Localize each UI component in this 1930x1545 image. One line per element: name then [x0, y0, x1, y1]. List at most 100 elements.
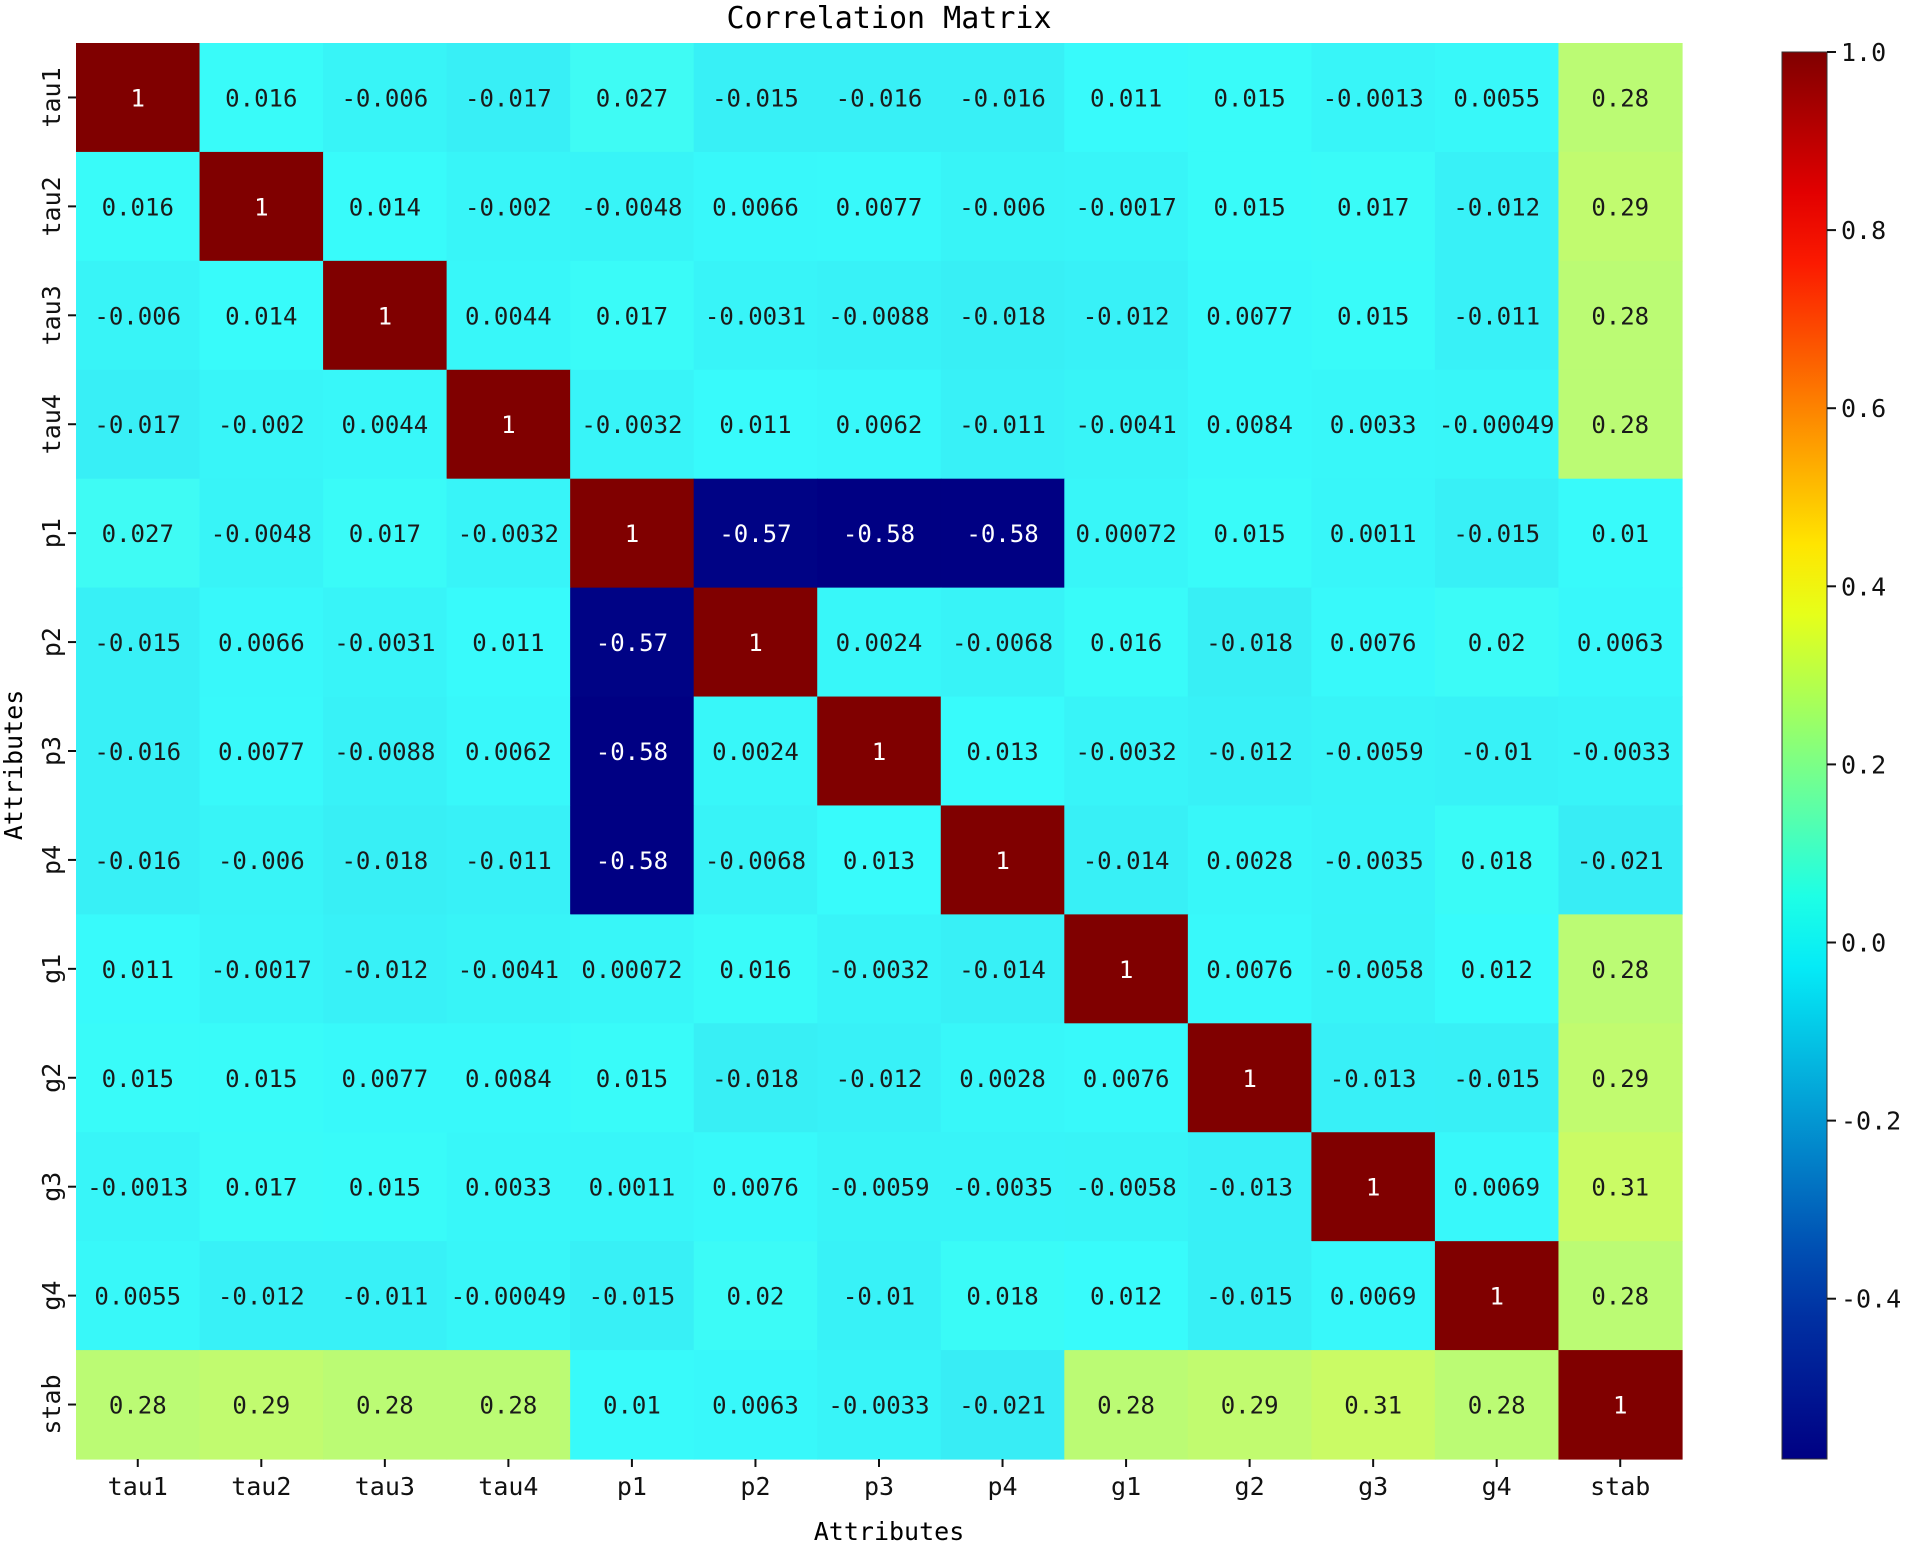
cell-value-p2-stab: 0.0063 — [1577, 629, 1664, 657]
y-tick-label-tau4: tau4 — [37, 394, 66, 454]
heatmap-cell-p3-p1 — [570, 696, 695, 807]
heatmap-cell-g1-p1 — [570, 914, 695, 1024]
cell-value-tau1-g3: -0.0013 — [1323, 84, 1424, 112]
heatmap-cell-p1-g2 — [1187, 478, 1312, 589]
cell-value-tau4-p1: -0.0032 — [581, 411, 682, 439]
heatmap-cell-p1-p2 — [693, 478, 818, 589]
heatmap-cell-tau2-p1 — [570, 151, 695, 262]
cell-value-g1-tau4: -0.0041 — [458, 956, 559, 984]
cell-value-tau3-stab: 0.28 — [1591, 302, 1649, 330]
heatmap-cell-p4-p4 — [940, 805, 1065, 915]
heatmap-cell-p4-stab — [1558, 805, 1683, 915]
cell-value-tau3-g4: -0.011 — [1453, 302, 1540, 330]
colorbar-tick-label: 1.0 — [1841, 38, 1886, 67]
heatmap-cell-tau1-tau4 — [446, 43, 571, 153]
cell-value-tau1-p3: -0.016 — [836, 84, 923, 112]
heatmap-cell-p3-stab — [1558, 696, 1683, 807]
cell-value-g3-g4: 0.0069 — [1453, 1174, 1540, 1202]
heatmap-cell-stab-p1 — [570, 1350, 695, 1460]
cell-value-p4-p3: 0.013 — [843, 847, 915, 875]
cell-value-g1-g3: -0.0058 — [1323, 956, 1424, 984]
heatmap-cell-g1-tau1 — [76, 914, 201, 1024]
heatmap-cell-tau3-tau3 — [323, 260, 448, 371]
heatmap-cell-g1-p3 — [817, 914, 942, 1024]
heatmap-cell-p1-p1 — [570, 478, 695, 589]
heatmap-cell-tau4-g4 — [1434, 369, 1560, 480]
cell-value-g2-tau2: 0.015 — [225, 1065, 297, 1093]
heatmap-cell-p2-p4 — [940, 587, 1065, 698]
heatmap-cell-p1-g4 — [1434, 478, 1560, 589]
heatmap-cell-p2-g1 — [1064, 587, 1189, 698]
cell-value-stab-tau3: 0.28 — [356, 1392, 414, 1420]
heatmap-cell-tau4-p3 — [817, 369, 942, 480]
cell-value-tau2-p4: -0.006 — [959, 193, 1046, 221]
heatmap-cell-tau1-g2 — [1187, 43, 1312, 153]
heatmap-cell-p3-p4 — [940, 696, 1065, 807]
cell-value-g1-stab: 0.28 — [1591, 956, 1649, 984]
cell-value-tau4-g2: 0.0084 — [1206, 411, 1293, 439]
heatmap-cell-tau2-g3 — [1311, 151, 1436, 262]
cell-value-p1-p2: -0.57 — [719, 520, 791, 548]
cell-value-g3-tau2: 0.017 — [225, 1174, 297, 1202]
cell-value-p2-tau2: 0.0066 — [218, 629, 305, 657]
heatmap-cell-g1-tau2 — [199, 914, 324, 1024]
x-tick-label-tau4: tau4 — [478, 1472, 538, 1501]
y-axis-ticks: tau1 tau2 tau3 tau4 p1 p2 p3 p4 g1 g2 g3 g4 stab — [37, 67, 76, 1435]
cell-value-tau4-stab: 0.28 — [1591, 411, 1649, 439]
heatmap-cell-tau4-tau1 — [76, 369, 201, 480]
cell-value-p1-tau2: -0.0048 — [211, 520, 312, 548]
heatmap-cell-g2-g3 — [1311, 1023, 1436, 1133]
cell-value-g2-g1: 0.0076 — [1083, 1065, 1170, 1093]
colorbar: 1.0 0.8 0.6 0.4 0.2 0.0 -0.2 -0.4 — [1781, 38, 1901, 1460]
cell-value-g1-p2: 0.016 — [719, 956, 791, 984]
heatmap-cell-labels: 1 0.016 -0.006 -0.017 0.027 -0.015 -0.016 -0.01… — [87, 84, 1671, 1419]
heatmap-cell-p3-p3 — [817, 696, 942, 807]
heatmap-cell-tau1-g4 — [1434, 43, 1560, 153]
cell-value-p4-tau1: -0.016 — [94, 847, 181, 875]
y-tick-label-p2: p2 — [37, 627, 66, 657]
x-tick-label-p1: p1 — [617, 1472, 647, 1501]
cell-value-p1-p1: 1 — [625, 520, 639, 548]
heatmap-cell-tau3-tau4 — [446, 260, 571, 371]
cell-value-p2-tau4: 0.011 — [472, 629, 544, 657]
heatmap-cell-g3-p3 — [817, 1132, 942, 1242]
cell-value-stab-p2: 0.0063 — [712, 1392, 799, 1420]
cell-value-g2-p2: -0.018 — [712, 1065, 799, 1093]
heatmap-cell-p2-stab — [1558, 587, 1683, 698]
cell-value-g3-tau3: 0.015 — [349, 1174, 421, 1202]
x-tick-label-p3: p3 — [864, 1472, 894, 1501]
heatmap-cell-g4-p3 — [817, 1241, 942, 1351]
heatmap-cell-stab-tau1 — [76, 1350, 201, 1460]
cell-value-p3-p1: -0.58 — [596, 738, 668, 766]
cell-value-p3-p2: 0.0024 — [712, 738, 799, 766]
cell-value-tau3-g2: 0.0077 — [1206, 302, 1293, 330]
heatmap-cell-p2-tau3 — [323, 587, 448, 698]
cell-value-tau2-g1: -0.0017 — [1076, 193, 1177, 221]
cell-value-p4-g3: -0.0035 — [1323, 847, 1424, 875]
x-tick-label-p4: p4 — [987, 1472, 1017, 1501]
heatmap-cell-g2-p4 — [940, 1023, 1065, 1133]
heatmap-cell-g1-g4 — [1434, 914, 1560, 1024]
heatmap-cell-tau2-p3 — [817, 151, 942, 262]
heatmap-cell-g4-p1 — [570, 1241, 695, 1351]
heatmap-cell-tau3-g3 — [1311, 260, 1436, 371]
heatmap-cell-p1-p3 — [817, 478, 942, 589]
cell-value-p4-p2: -0.0068 — [705, 847, 806, 875]
heatmap-cell-p4-p3 — [817, 805, 942, 915]
cell-value-p1-g2: 0.015 — [1213, 520, 1285, 548]
y-tick-label-g3: g3 — [37, 1172, 66, 1202]
heatmap-cell-p2-g4 — [1434, 587, 1560, 698]
cell-value-g4-p2: 0.02 — [727, 1283, 785, 1311]
heatmap-cell-p1-tau3 — [323, 478, 448, 589]
cell-value-tau4-g1: -0.0041 — [1076, 411, 1177, 439]
heatmap-cell-p1-tau2 — [199, 478, 324, 589]
cell-value-p4-g4: 0.018 — [1461, 847, 1533, 875]
cell-value-g2-tau3: 0.0077 — [341, 1065, 428, 1093]
heatmap-cell-g4-g4 — [1434, 1241, 1560, 1351]
heatmap-cell-g4-stab — [1558, 1241, 1683, 1351]
x-axis-label: Attributes — [814, 1517, 965, 1545]
cell-value-g2-g4: -0.015 — [1453, 1065, 1540, 1093]
x-tick-label-tau2: tau2 — [231, 1472, 291, 1501]
heatmap-cell-tau4-g1 — [1064, 369, 1189, 480]
heatmap-cell-g1-p4 — [940, 914, 1065, 1024]
